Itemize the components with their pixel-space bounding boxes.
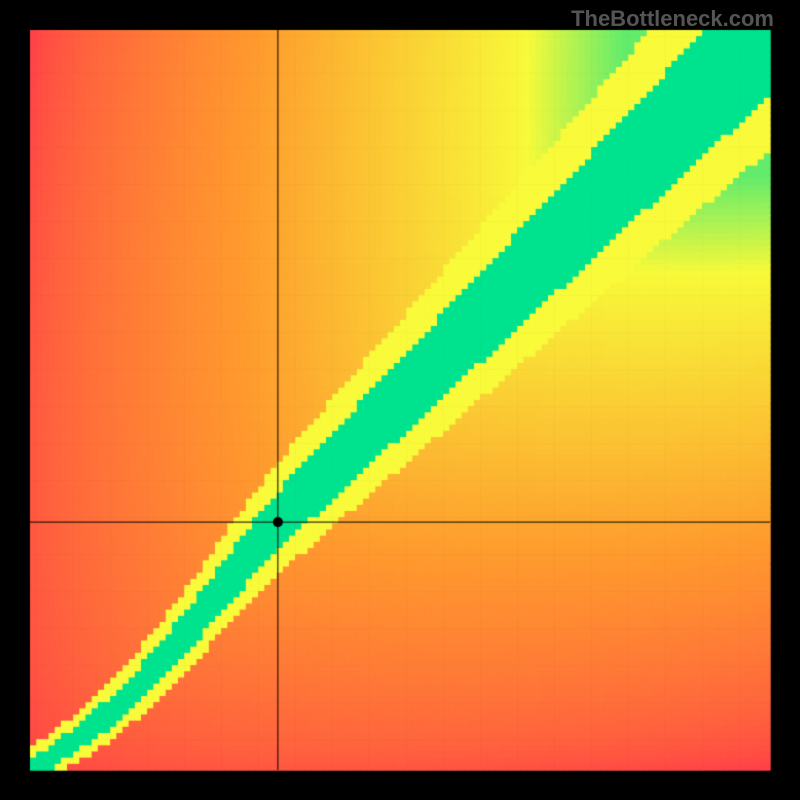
bottleneck-heatmap [0, 0, 800, 800]
attribution-text: TheBottleneck.com [571, 6, 774, 32]
